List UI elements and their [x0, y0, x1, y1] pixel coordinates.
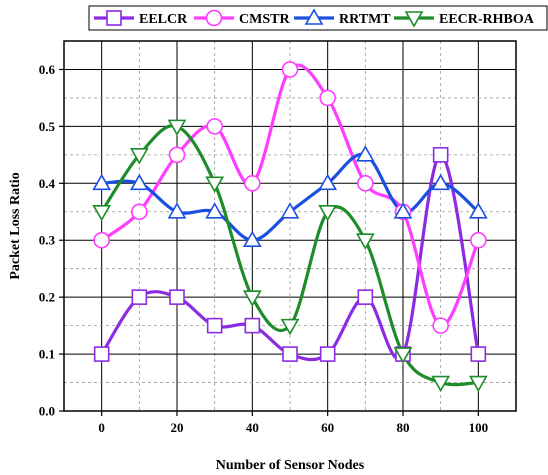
x-tick-label: 100 [469, 420, 489, 435]
legend-marker-eecr-rhboa [404, 11, 424, 28]
y-tick-label: 0.2 [39, 290, 55, 305]
x-tick-label: 20 [171, 420, 184, 435]
data-point-eelcr [319, 346, 336, 362]
data-point-eecr-rhboa [355, 233, 375, 250]
data-point-eelcr [470, 346, 487, 362]
x-tick-label: 0 [98, 420, 105, 435]
data-point-eelcr [282, 346, 298, 362]
data-point-cmstr [357, 175, 374, 192]
data-point-rrtmt [468, 202, 488, 219]
legend-label-eelcr: EELCR [139, 12, 188, 27]
data-point-eelcr [432, 147, 449, 163]
data-point-eecr-rhboa [242, 290, 262, 307]
data-point-rrtmt [280, 202, 300, 219]
y-tick-label: 0.4 [39, 176, 56, 191]
y-axis: 0.0 0.1 0.2 0.3 0.4 0.5 0.6 [39, 62, 64, 419]
data-point-cmstr [319, 89, 336, 107]
data-point-eecr-rhboa [167, 119, 187, 136]
data-point-cmstr [281, 61, 299, 78]
y-tick-label: 0.5 [39, 119, 56, 134]
x-tick-label: 60 [321, 420, 334, 435]
data-point-cmstr [206, 118, 223, 135]
data-point-eelcr [244, 317, 261, 334]
y-tick-label: 0.3 [39, 233, 56, 248]
x-axis: 0 20 40 60 80 100 [98, 411, 488, 435]
data-point-eelcr [169, 289, 185, 305]
data-point-rrtmt [318, 173, 338, 191]
data-point-eecr-rhboa [92, 204, 112, 222]
data-point-eecr-rhboa [318, 204, 338, 222]
data-point-eecr-rhboa [393, 347, 413, 364]
data-point-rrtmt [205, 202, 225, 219]
data-point-cmstr [131, 203, 148, 221]
data-point-eelcr [357, 289, 374, 305]
data-point-eecr-rhboa [468, 375, 488, 393]
data-point-cmstr [470, 231, 487, 249]
data-point-eelcr [131, 289, 148, 305]
legend-label-cmstr: CMSTR [239, 12, 290, 27]
x-axis-title: Number of Sensor Nodes [216, 458, 365, 473]
legend-label-eecr-rhboa: EECR-RHBOA [439, 12, 535, 27]
data-point-rrtmt [393, 202, 413, 219]
data-point-cmstr [244, 175, 261, 192]
legend-marker-rrtmt [304, 8, 324, 25]
series-markers [92, 61, 488, 393]
data-point-eelcr [93, 346, 110, 362]
data-point-eelcr [206, 317, 223, 334]
data-point-rrtmt [355, 145, 375, 162]
legend-marker-eelcr [106, 10, 122, 26]
data-point-cmstr [168, 146, 186, 164]
y-tick-label: 0.1 [39, 347, 55, 362]
legend-label-rrtmt: RRTMT [339, 12, 391, 27]
data-point-eecr-rhboa [129, 148, 149, 165]
data-point-cmstr [432, 317, 449, 334]
data-point-rrtmt [242, 230, 262, 248]
legend-marker-cmstr [205, 9, 223, 27]
data-point-eecr-rhboa [431, 375, 451, 393]
data-point-rrtmt [129, 173, 149, 191]
y-tick-label: 0.6 [39, 62, 56, 77]
data-point-eecr-rhboa [280, 318, 300, 336]
plot-frame [63, 40, 517, 412]
legend: EELCR CMSTR RRTMT EECR-RHBOA [88, 5, 548, 31]
data-point-cmstr [93, 231, 110, 249]
x-tick-label: 40 [246, 420, 259, 435]
data-point-eecr-rhboa [205, 176, 225, 193]
y-tick-label: 0.0 [39, 404, 55, 419]
y-axis-title: Packet Loss Ratio [8, 172, 23, 279]
data-point-rrtmt [92, 173, 112, 191]
data-point-rrtmt [431, 173, 451, 191]
data-point-rrtmt [167, 202, 187, 219]
x-tick-label: 80 [397, 420, 410, 435]
